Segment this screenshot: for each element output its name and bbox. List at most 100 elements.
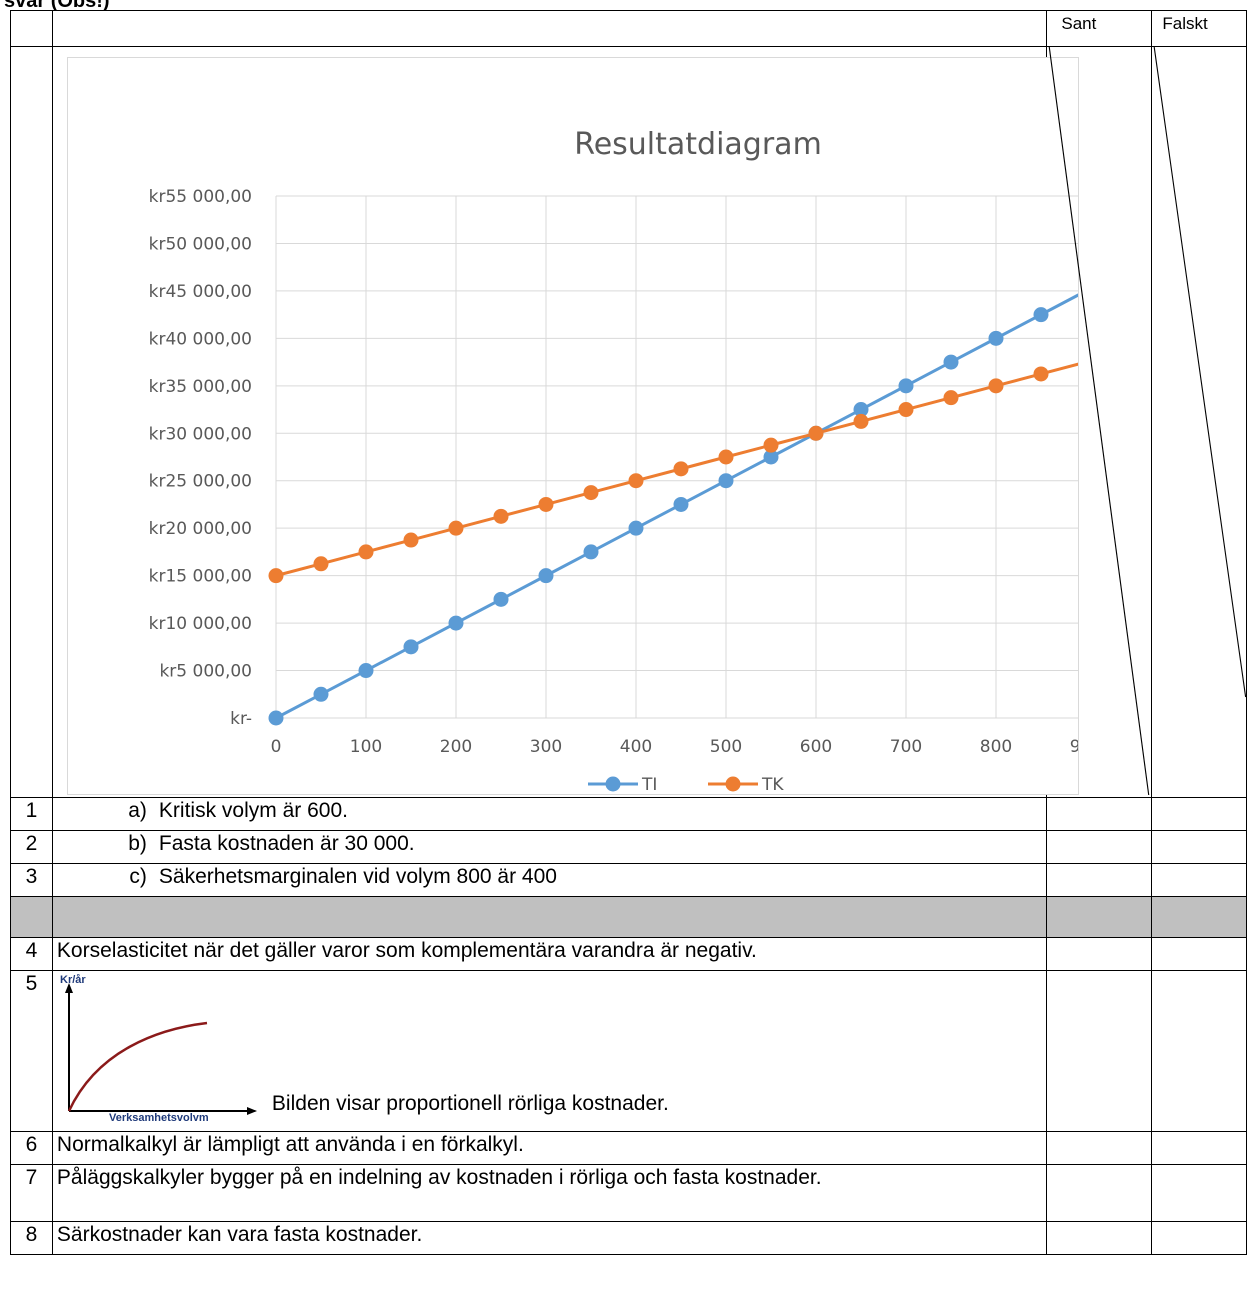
sant-answer-cell[interactable] <box>1046 937 1153 971</box>
header-row: Sant Falskt <box>10 10 1247 47</box>
point-TI <box>853 402 869 418</box>
question-text: Särkostnader kan vara fasta kostnader. <box>51 1221 1048 1255</box>
x-tick-label: 100 <box>350 737 382 757</box>
sant-answer-cell[interactable] <box>1046 1164 1153 1222</box>
separator-cell <box>1046 896 1153 938</box>
question-row: 5 Kr/år Verksamhetsvolym Bilden visar pr… <box>10 970 1247 1132</box>
point-TI <box>268 710 284 726</box>
x-tick-label: 600 <box>800 737 832 757</box>
header-question-cell <box>51 10 1048 47</box>
point-TI <box>583 544 599 560</box>
row-number: 5 <box>10 970 53 1132</box>
chart-row: Resultatdiagram kr-kr5 000,00 kr10 000,00 k… <box>10 46 1247 798</box>
sant-answer-cell[interactable] <box>1046 1221 1153 1255</box>
row-number: 1 <box>10 797 53 831</box>
point-TI <box>538 568 554 584</box>
falskt-answer-cell[interactable] <box>1151 937 1247 971</box>
point-TI <box>403 639 419 655</box>
point-TK <box>673 461 689 477</box>
point-TI <box>358 663 374 679</box>
chart-container: Resultatdiagram kr-kr5 000,00 kr10 000,00 k… <box>66 57 1079 795</box>
chart-falskt-cell[interactable] <box>1151 46 1247 798</box>
point-TK <box>988 378 1004 394</box>
y-tick-label: kr50 000,00 <box>149 234 252 254</box>
y-tick-label: kr15 000,00 <box>149 567 252 587</box>
y-tick-label: kr35 000,00 <box>149 377 252 397</box>
sant-answer-cell[interactable] <box>1046 830 1153 864</box>
point-TK <box>718 449 734 465</box>
header-sant: Sant <box>1046 10 1153 47</box>
falskt-answer-cell[interactable] <box>1151 1221 1247 1255</box>
item-label: b) <box>128 832 147 855</box>
question-row: 2 b) Fasta kostnaden är 30 000. <box>10 830 1247 864</box>
separator-cell <box>1151 896 1247 938</box>
x-tick-label: 300 <box>530 737 562 757</box>
separator-cell <box>10 896 53 938</box>
chart-sant-cell[interactable] <box>1046 46 1153 798</box>
point-TK <box>808 425 824 441</box>
question-cell: a) Kritisk volym är 600. <box>51 797 1048 831</box>
legend-marker-TI <box>605 776 621 792</box>
sant-answer-cell[interactable] <box>1046 797 1153 831</box>
point-TK <box>628 473 644 489</box>
falskt-answer-cell[interactable] <box>1151 970 1247 1132</box>
diagonal-line <box>1049 47 1150 796</box>
point-TI <box>988 330 1004 346</box>
falskt-answer-cell[interactable] <box>1151 797 1247 831</box>
falskt-answer-cell[interactable] <box>1151 830 1247 864</box>
x-arrow <box>246 1107 257 1115</box>
point-TK <box>898 402 914 418</box>
falskt-answer-cell[interactable] <box>1151 1131 1247 1165</box>
point-TI <box>673 496 689 512</box>
separator-row <box>10 896 1247 938</box>
falskt-answer-cell[interactable] <box>1151 863 1247 897</box>
y-tick-label: kr45 000,00 <box>149 282 252 302</box>
fig-xlabel: Verksamhetsvolym <box>109 1112 209 1121</box>
chart-title: Resultatdiagram <box>574 127 822 162</box>
point-TK <box>853 413 869 429</box>
question-cell: c) Säkerhetsmarginalen vid volym 800 är 4… <box>51 863 1048 897</box>
point-TI <box>448 615 464 631</box>
row-number: 2 <box>10 830 53 864</box>
question-cell: b) Fasta kostnaden är 30 000. <box>51 830 1048 864</box>
sant-answer-cell[interactable] <box>1046 863 1153 897</box>
y-arrow <box>64 983 73 993</box>
row-number: 7 <box>10 1164 53 1222</box>
question-row: 8 Särkostnader kan vara fasta kostnader. <box>10 1221 1247 1255</box>
falskt-answer-cell[interactable] <box>1151 1164 1247 1222</box>
question-row: 4 Korselasticitet när det gäller varor s… <box>10 937 1247 971</box>
series-line-TK <box>275 362 1078 578</box>
point-TK <box>763 437 779 453</box>
y-tick-label: kr30 000,00 <box>149 424 252 444</box>
y-tick-label: kr40 000,00 <box>149 329 252 349</box>
item-label: a) <box>128 799 147 822</box>
point-TK <box>358 544 374 560</box>
question-text: Bilden visar proportionell rörliga kostn… <box>271 1092 669 1115</box>
legend-label-TI: TI <box>641 775 657 794</box>
point-TK <box>268 568 284 584</box>
y-tick-label: kr10 000,00 <box>149 614 252 634</box>
row-number: 8 <box>10 1221 53 1255</box>
chart-num-cell <box>10 46 53 798</box>
answer-table: Sant Falskt Resultatdiagram kr-kr5 000,00… <box>10 10 1247 1255</box>
separator-cell <box>51 896 1048 938</box>
result-chart: Resultatdiagram kr-kr5 000,00 kr10 000,00 k… <box>149 127 1078 794</box>
fig-ylabel: Kr/år <box>60 974 86 986</box>
chart-cell: Resultatdiagram kr-kr5 000,00 kr10 000,00 k… <box>51 46 1079 798</box>
x-tick-label: 400 <box>620 737 652 757</box>
series-line-TI <box>275 293 1078 720</box>
point-TK <box>313 556 329 572</box>
question-text: Normalkalkyl är lämpligt att använda i e… <box>51 1131 1048 1165</box>
question-row: 3 c) Säkerhetsmarginalen vid volym 800 är… <box>10 863 1247 897</box>
question-row: 7 Påläggskalkyler bygger på en indelning… <box>10 1164 1247 1222</box>
point-TK <box>943 390 959 406</box>
page-heading: svar (Obs!) <box>4 0 110 12</box>
x-tick-label: 700 <box>890 737 922 757</box>
sant-answer-cell[interactable] <box>1046 970 1153 1132</box>
question-text: Kritisk volym är 600. <box>158 799 348 822</box>
point-TI <box>1033 307 1049 323</box>
question-text: Påläggskalkyler bygger på en indelning a… <box>51 1164 1048 1222</box>
sant-answer-cell[interactable] <box>1046 1131 1153 1165</box>
header-num-cell <box>10 10 53 47</box>
legend-marker-TK <box>725 776 741 792</box>
